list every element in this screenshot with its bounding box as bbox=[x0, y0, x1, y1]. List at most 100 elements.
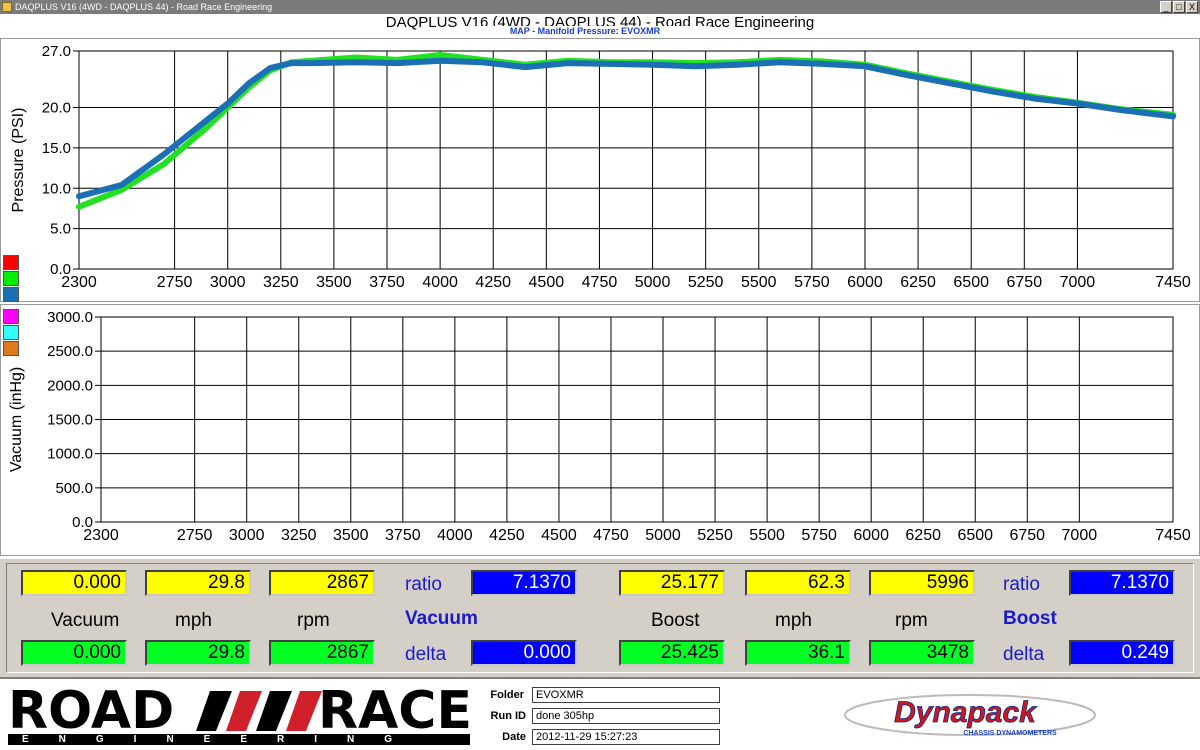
boost-value-field[interactable]: 25.177 bbox=[619, 570, 725, 596]
x-tick-label: 6000 bbox=[847, 274, 883, 291]
x-tick-label: 7000 bbox=[1062, 527, 1098, 544]
x-tick-label: 6500 bbox=[953, 274, 989, 291]
x-tick-label: 3750 bbox=[385, 527, 421, 544]
folder-label: Folder bbox=[490, 689, 524, 701]
x-tick-label: 6250 bbox=[900, 274, 936, 291]
runid-field[interactable]: done 305hp bbox=[532, 708, 720, 724]
boost-ratio-field[interactable]: 7.1370 bbox=[1069, 570, 1175, 596]
minimize-button[interactable]: _ bbox=[1160, 1, 1172, 13]
date-field[interactable]: 2012-11-29 15:27:23 bbox=[532, 729, 720, 745]
vacuum-mph-field[interactable]: 29.8 bbox=[145, 570, 251, 596]
boost-mph-label: mph bbox=[775, 610, 812, 631]
readout-panel: 0.000 29.8 2867 ratio 7.1370 Vacuum mph … bbox=[0, 557, 1200, 679]
x-tick-label: 7450 bbox=[1155, 274, 1191, 291]
x-tick-label: 4500 bbox=[541, 527, 577, 544]
boost-mph-field[interactable]: 62.3 bbox=[745, 570, 851, 596]
runid-label: Run ID bbox=[490, 710, 526, 722]
x-tick-label: 3000 bbox=[210, 274, 246, 291]
x-tick-label: 5750 bbox=[801, 527, 837, 544]
x-tick-label: 4750 bbox=[593, 527, 629, 544]
legend-swatch-cyan[interactable] bbox=[3, 325, 19, 340]
x-tick-label: 3500 bbox=[333, 527, 369, 544]
close-button[interactable]: X bbox=[1186, 1, 1198, 13]
logo-word-road: ROAD bbox=[8, 681, 175, 741]
vacuum-delta-field[interactable]: 0.000 bbox=[471, 640, 577, 666]
legend-swatch-red[interactable] bbox=[3, 255, 19, 270]
y-tick-label: 500.0 bbox=[55, 480, 93, 497]
dynapack-wordmark: Dynapack bbox=[894, 696, 1037, 729]
vacuum-label: Vacuum bbox=[51, 610, 120, 631]
y-axis-label: Vacuum (inHg) bbox=[8, 367, 25, 473]
boost-rpm-field[interactable]: 5996 bbox=[869, 570, 975, 596]
boost-mph-field-2[interactable]: 36.1 bbox=[745, 640, 851, 666]
x-tick-label: 2750 bbox=[177, 527, 213, 544]
x-tick-label: 2300 bbox=[61, 274, 97, 291]
x-tick-label: 2750 bbox=[157, 274, 193, 291]
vacuum-ratio-field[interactable]: 7.1370 bbox=[471, 570, 577, 596]
x-tick-label: 5250 bbox=[688, 274, 724, 291]
footer: ROAD RACE ENGINEERING Folder EVOXMR Run … bbox=[0, 679, 1200, 750]
date-label: Date bbox=[502, 731, 526, 743]
legend-swatch-magenta[interactable] bbox=[3, 309, 19, 324]
x-tick-label: 6000 bbox=[853, 527, 889, 544]
y-tick-label: 20.0 bbox=[42, 100, 71, 117]
x-tick-label: 6750 bbox=[1009, 527, 1045, 544]
x-tick-label: 3000 bbox=[229, 527, 265, 544]
maximize-button[interactable]: □ bbox=[1173, 1, 1185, 13]
vacuum-value-field[interactable]: 0.000 bbox=[21, 570, 127, 596]
x-tick-label: 5500 bbox=[749, 527, 785, 544]
road-race-engineering-logo: ROAD RACE ENGINEERING bbox=[8, 681, 472, 745]
vacuum-group-title: Vacuum bbox=[405, 608, 478, 629]
legend-swatch-green[interactable] bbox=[3, 271, 19, 286]
boost-ratio-label: ratio bbox=[1003, 574, 1040, 595]
y-tick-label: 5.0 bbox=[50, 221, 71, 238]
readout-frame: 0.000 29.8 2867 ratio 7.1370 Vacuum mph … bbox=[6, 563, 1194, 673]
x-tick-label: 3500 bbox=[316, 274, 352, 291]
x-tick-label: 6750 bbox=[1007, 274, 1043, 291]
x-tick-label: 6250 bbox=[905, 527, 941, 544]
y-tick-label: 15.0 bbox=[42, 140, 71, 157]
pressure-chart: 2300 2750 3000 3250 3500 3750 4000 4250 4500 4750… bbox=[10, 43, 1191, 291]
x-tick-label: 5750 bbox=[794, 274, 830, 291]
vacuum-chart: 2300 2750 3000 3250 3500 3750 4000 4250 4500 4750… bbox=[8, 309, 1191, 544]
boost-rpm-field-2[interactable]: 3478 bbox=[869, 640, 975, 666]
chart-subtitle: MAP - Manifold Pressure: EVOXMR bbox=[460, 26, 710, 37]
vacuum-rpm-field[interactable]: 2867 bbox=[269, 570, 375, 596]
x-tick-label: 7450 bbox=[1155, 527, 1191, 544]
boost-group-title: Boost bbox=[1003, 608, 1057, 629]
vacuum-value-field-2[interactable]: 0.000 bbox=[21, 640, 127, 666]
x-tick-label: 6500 bbox=[957, 527, 993, 544]
y-axis-label: Pressure (PSI) bbox=[10, 108, 27, 213]
logo-word-race: RACE bbox=[318, 681, 472, 741]
y-tick-label: 10.0 bbox=[42, 180, 71, 197]
vacuum-mph-label: mph bbox=[175, 610, 212, 631]
x-tick-label: 4500 bbox=[529, 274, 565, 291]
dynapack-subtitle: CHASSIS DYNAMOMETERS bbox=[963, 730, 1057, 737]
vacuum-chart-panel: 2300 2750 3000 3250 3500 3750 4000 4250 4500 4750… bbox=[0, 304, 1200, 556]
legend-swatch-blue[interactable] bbox=[3, 287, 19, 302]
boost-delta-field[interactable]: 0.249 bbox=[1069, 640, 1175, 666]
y-tick-label: 1000.0 bbox=[47, 446, 93, 463]
x-tick-label: 2300 bbox=[83, 527, 119, 544]
x-tick-label: 4250 bbox=[475, 274, 511, 291]
boost-rpm-label: rpm bbox=[895, 610, 928, 631]
vacuum-rpm-field-2[interactable]: 2867 bbox=[269, 640, 375, 666]
x-tick-label: 5000 bbox=[645, 527, 681, 544]
boost-delta-label: delta bbox=[1003, 644, 1045, 665]
folder-field[interactable]: EVOXMR bbox=[532, 687, 720, 703]
x-tick-label: 4000 bbox=[437, 527, 473, 544]
x-tick-label: 7000 bbox=[1060, 274, 1096, 291]
x-tick-label: 3250 bbox=[281, 527, 317, 544]
y-tick-label: 0.0 bbox=[50, 261, 71, 278]
boost-label: Boost bbox=[651, 610, 700, 631]
boost-value-field-2[interactable]: 25.425 bbox=[619, 640, 725, 666]
vacuum-rpm-label: rpm bbox=[297, 610, 330, 631]
x-tick-label: 4000 bbox=[422, 274, 458, 291]
window-title-bar: DAQPLUS V16 (4WD - DAQPLUS 44) - Road Ra… bbox=[0, 0, 1200, 14]
pressure-chart-panel: 2300 2750 3000 3250 3500 3750 4000 4250 4500 4750… bbox=[0, 38, 1200, 302]
logo-stripes-icon bbox=[196, 691, 322, 731]
legend-swatch-orange[interactable] bbox=[3, 341, 19, 356]
vacuum-mph-field-2[interactable]: 29.8 bbox=[145, 640, 251, 666]
vacuum-ratio-label: ratio bbox=[405, 574, 442, 595]
x-tick-label: 5000 bbox=[635, 274, 671, 291]
